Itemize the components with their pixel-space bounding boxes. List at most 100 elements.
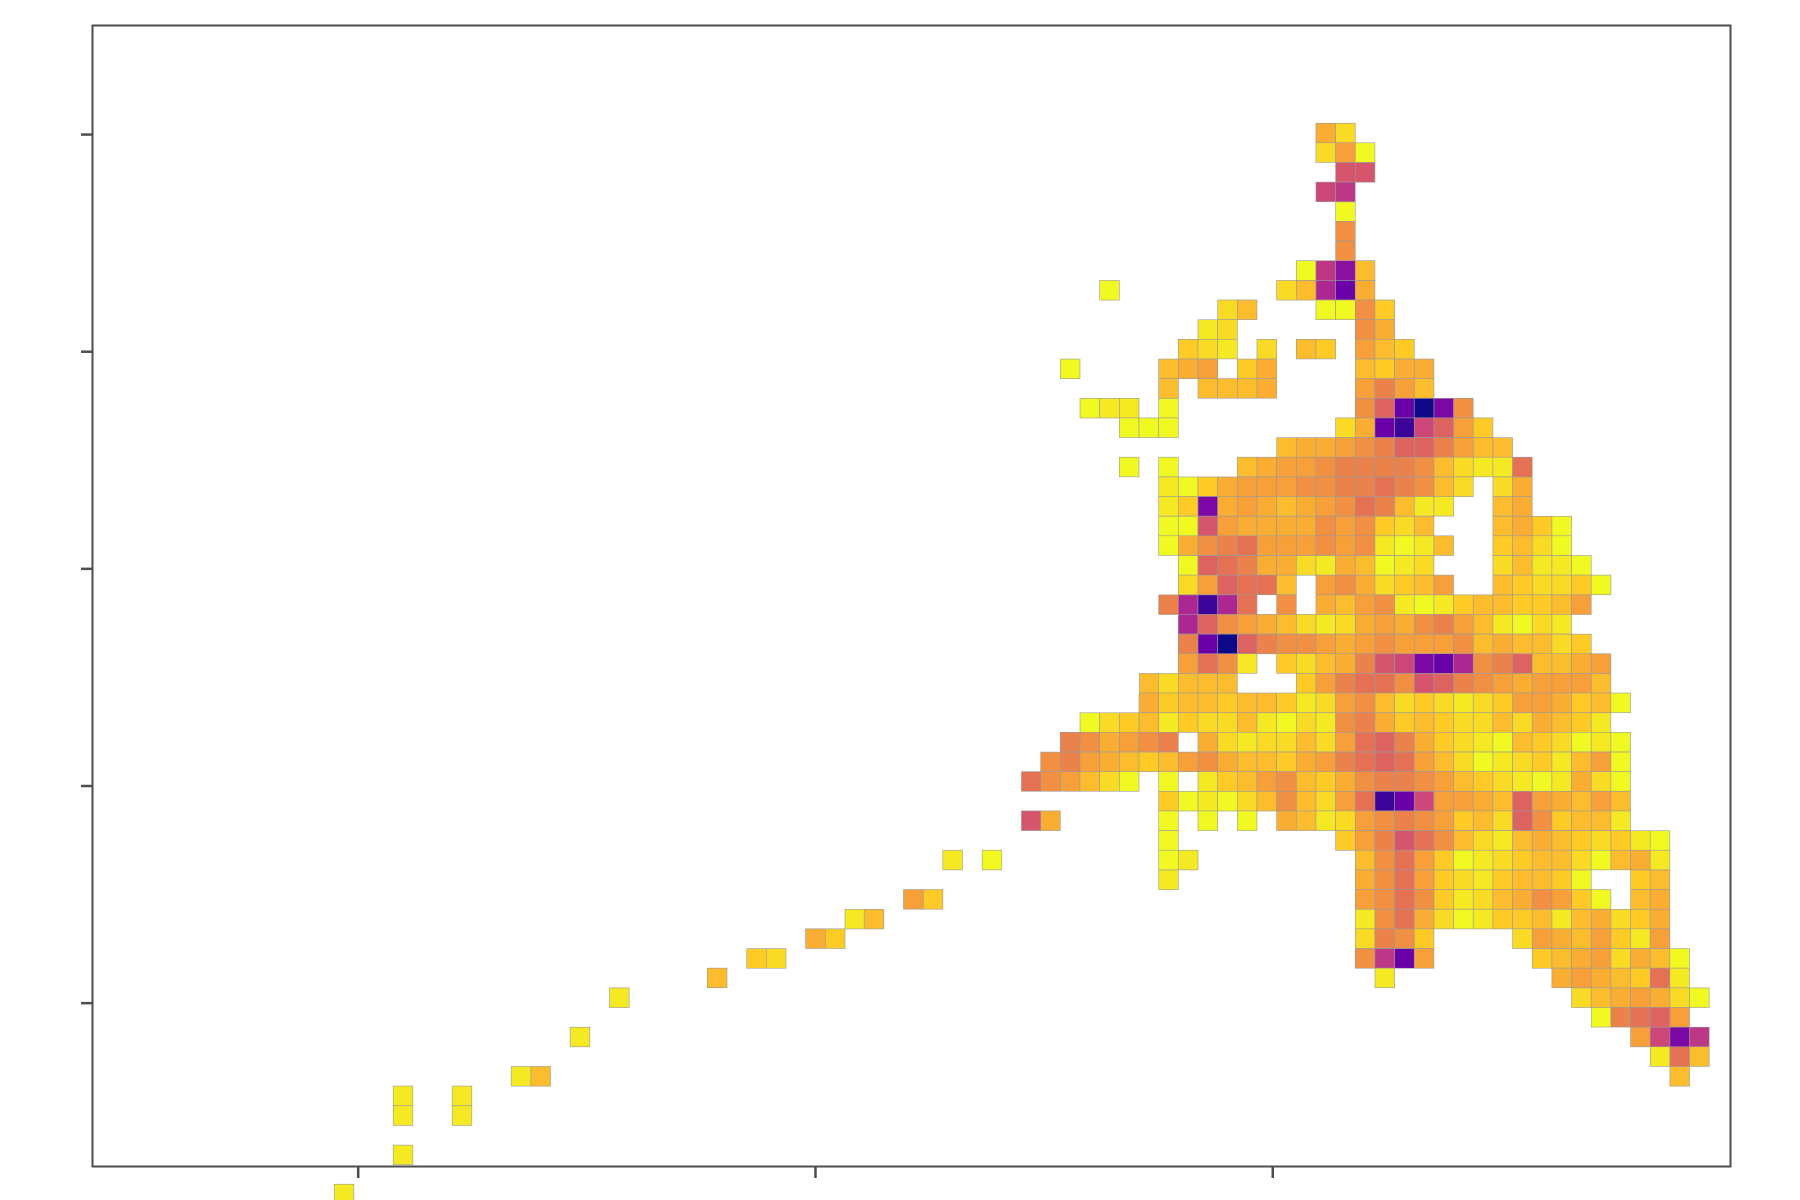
heatmap-cell [766, 948, 787, 969]
heatmap-cell [1237, 653, 1258, 674]
heatmap-cell [1139, 673, 1160, 694]
heatmap-cell [1295, 692, 1317, 713]
heatmap-cell [1492, 456, 1513, 478]
heatmap-cell [1413, 555, 1435, 576]
heatmap-cell [1295, 437, 1317, 458]
heatmap-cell [1374, 358, 1395, 379]
heatmap-cell [981, 849, 1003, 871]
heatmap-cell [1512, 928, 1533, 949]
heatmap-cell [1551, 515, 1572, 537]
heatmap-cell [1197, 673, 1218, 694]
heatmap-cell [1158, 849, 1179, 871]
heatmap-cell [1119, 456, 1140, 478]
heatmap-cell [1197, 555, 1218, 576]
heatmap-cell [1237, 594, 1258, 615]
heatmap-cell [1374, 594, 1395, 615]
heatmap-cell [1453, 633, 1474, 655]
heatmap-cell [1433, 437, 1454, 458]
heatmap-cell [1295, 515, 1317, 537]
heatmap-cell [1354, 673, 1376, 694]
heatmap-cell [1335, 594, 1356, 615]
heatmap-cell [392, 1105, 414, 1126]
heatmap-cell [1413, 869, 1435, 890]
heatmap-cell [1413, 771, 1435, 792]
heatmap-cell [1178, 791, 1199, 812]
heatmap-cell [1256, 555, 1277, 576]
heatmap-cell [1551, 889, 1572, 910]
heatmap-cell [1158, 732, 1179, 753]
heatmap-cell [805, 928, 826, 949]
heatmap-cell [1492, 633, 1513, 655]
heatmap-cell [1531, 633, 1553, 655]
heatmap-cell [1590, 928, 1612, 949]
heatmap-cell [1689, 1026, 1710, 1048]
heatmap-cell [1649, 987, 1671, 1008]
heatmap-cell [1158, 692, 1179, 713]
heatmap-cell [1374, 791, 1395, 812]
heatmap-cell [1669, 987, 1690, 1008]
heatmap-cell [1178, 712, 1199, 733]
heatmap-cell [1492, 496, 1513, 517]
heatmap-cell [1413, 515, 1435, 537]
heatmap-cell [1453, 417, 1474, 438]
heatmap-cell [1354, 948, 1376, 969]
heatmap-cell [1315, 614, 1336, 635]
heatmap-cell [1590, 712, 1612, 733]
heatmap-cell [1354, 594, 1376, 615]
heatmap-cell [1531, 810, 1553, 831]
heatmap-cell [1649, 849, 1671, 871]
heatmap-cell [1374, 515, 1395, 537]
heatmap-cell [1237, 515, 1258, 537]
heatmap-cell [1335, 692, 1356, 713]
heatmap-cell [1060, 751, 1081, 773]
heatmap-cell [1551, 594, 1572, 615]
heatmap-cell [1551, 614, 1572, 635]
heatmap-cell [1413, 751, 1435, 773]
heatmap-cell [1551, 555, 1572, 576]
heatmap-cell [1197, 378, 1218, 399]
heatmap-cell [1413, 810, 1435, 831]
heatmap-cell [1099, 751, 1120, 773]
heatmap-cell [1413, 889, 1435, 910]
heatmap-cell [1335, 535, 1356, 556]
heatmap-cell [1354, 555, 1376, 576]
heatmap-cell [1531, 948, 1553, 969]
heatmap-cell [333, 1183, 355, 1200]
heatmap-cell [1649, 1046, 1671, 1067]
heatmap-cell [1119, 398, 1140, 419]
heatmap-cell [1630, 1007, 1651, 1028]
heatmap-cell [1178, 653, 1199, 674]
heatmap-cell [1492, 830, 1513, 851]
heatmap-cell [1197, 653, 1218, 674]
heatmap-cell [1197, 791, 1218, 812]
heatmap-cell [1512, 476, 1533, 497]
heatmap-cell [1590, 574, 1612, 596]
heatmap-cell [1512, 751, 1533, 773]
heatmap-cell [1394, 378, 1415, 399]
heatmap-cell [1531, 594, 1553, 615]
heatmap-cell [1079, 732, 1100, 753]
heatmap-cell [1472, 732, 1494, 753]
heatmap-cell [1315, 673, 1336, 694]
heatmap-cell [1571, 810, 1592, 831]
heatmap-cell [1512, 653, 1533, 674]
heatmap-cell [1335, 260, 1356, 281]
heatmap-cell [1571, 653, 1592, 674]
heatmap-cell [1394, 574, 1415, 596]
heatmap-cell [1374, 633, 1395, 655]
heatmap-cell [1237, 378, 1258, 399]
heatmap-cell [1590, 653, 1612, 674]
heatmap-cell [1217, 633, 1238, 655]
heatmap-cell [1551, 673, 1572, 694]
heatmap-cell [1197, 810, 1218, 831]
heatmap-cell [1295, 771, 1317, 792]
heatmap-cell [1512, 555, 1533, 576]
heatmap-cell [1256, 771, 1277, 792]
heatmap-cell [1217, 771, 1238, 792]
heatmap-cell [1590, 967, 1612, 989]
heatmap-cell [1649, 830, 1671, 851]
heatmap-cell [1354, 712, 1376, 733]
heatmap-cell [1531, 692, 1553, 713]
heatmap-cell [1374, 555, 1395, 576]
heatmap-cell [1512, 633, 1533, 655]
